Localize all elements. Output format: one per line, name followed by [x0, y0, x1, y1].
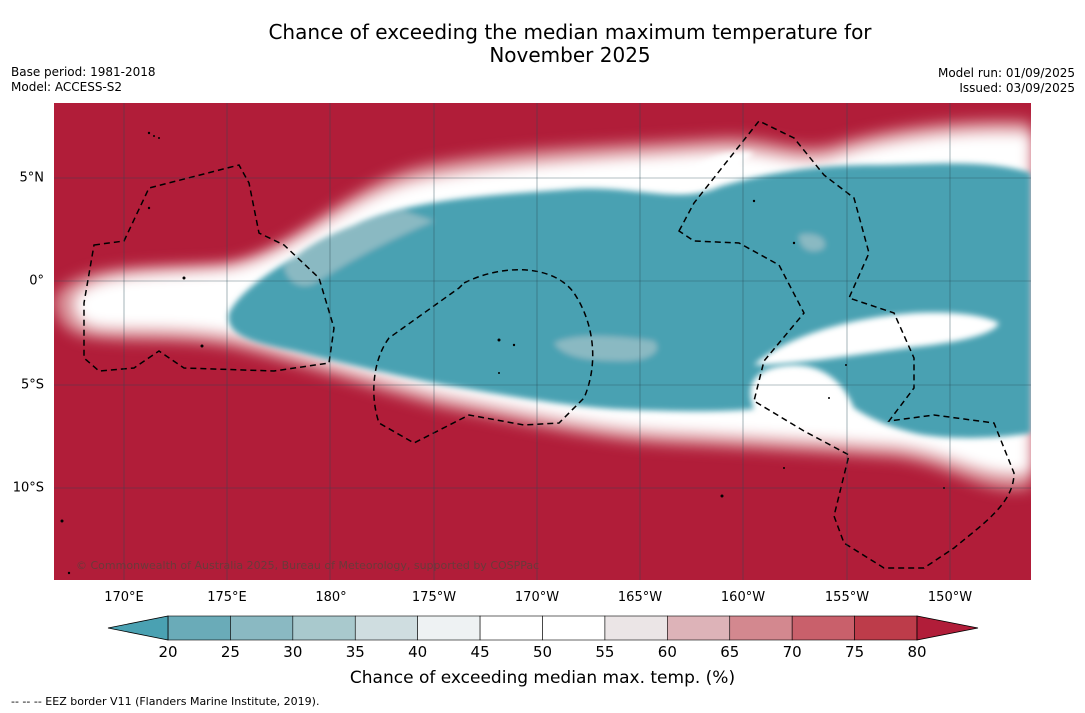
colorbar-tick-label: 35: [345, 643, 365, 661]
colorbar-cell: [542, 615, 606, 641]
title-line-1: Chance of exceeding the median maximum t…: [268, 20, 872, 44]
eez-borders: [83, 120, 1015, 569]
colorbar-tick-label: 70: [782, 643, 802, 661]
colorbar-tick-label: 45: [470, 643, 490, 661]
colorbar-tick-label: 65: [720, 643, 740, 661]
colorbar-tick-label: 50: [532, 643, 553, 661]
islands: [60, 131, 945, 575]
cool-region: [228, 163, 1031, 438]
lat-tick: 10°S: [12, 480, 44, 496]
colorbar-cell: [729, 615, 793, 641]
lon-tick: 175°W: [411, 590, 457, 605]
colorbar-cell: [354, 615, 418, 641]
colorbar-cell: [230, 615, 294, 641]
probability-map: [54, 103, 1031, 580]
lon-tick: 160°W: [720, 590, 766, 605]
base-period: Base period: 1981-2018: [11, 65, 156, 79]
colorbar-tick-label: 55: [595, 643, 615, 661]
colorbar-cell: [479, 615, 543, 641]
colorbar-cell: [604, 615, 668, 641]
lon-tick: 155°W: [824, 590, 870, 605]
graticule: [54, 103, 1031, 580]
eez-footnote: -- -- -- EEZ border V11 (Flanders Marine…: [11, 695, 320, 708]
model-run: Model run: 01/09/2025: [937, 66, 1075, 80]
lon-tick: 150°W: [927, 590, 973, 605]
colorbar-tick-label: 60: [657, 643, 677, 661]
lon-tick: 180°: [315, 590, 347, 605]
lat-tick: 5°N: [19, 170, 45, 186]
colorbar-tick-label: 30: [283, 643, 303, 661]
lon-tick: 165°W: [617, 590, 663, 605]
colorbar: [107, 615, 979, 641]
colorbar-tick-label: 75: [845, 643, 865, 661]
lat-tick: 5°S: [20, 377, 44, 393]
issued-date: Issued: 03/09/2025: [959, 81, 1075, 95]
copyright-note: © Commonwealth of Australia 2025, Bureau…: [76, 559, 540, 572]
colorbar-cell: [292, 615, 356, 641]
colorbar-cells: [167, 615, 918, 641]
colorbar-title: Chance of exceeding median max. temp. (%…: [349, 668, 736, 688]
map-svg: [54, 103, 1031, 580]
lat-tick: 0°: [29, 273, 44, 289]
colorbar-low-extension: [107, 615, 169, 641]
title-line-2: November 2025: [489, 43, 651, 67]
colorbar-tick-label: 25: [220, 643, 240, 661]
colorbar-cell: [854, 615, 918, 641]
colorbar-cell: [791, 615, 855, 641]
lon-tick: 175°E: [207, 590, 247, 605]
colorbar-cell: [167, 615, 231, 641]
colorbar-tick-label: 80: [907, 643, 927, 661]
colorbar-cell: [417, 615, 481, 641]
model-name: Model: ACCESS-S2: [11, 80, 123, 94]
warm-tongue-east: [674, 152, 999, 365]
colorbar-high-extension: [916, 615, 979, 641]
lon-tick: 170°W: [514, 590, 560, 605]
colorbar-cell: [667, 615, 731, 641]
colorbar-tick-label: 40: [408, 643, 428, 661]
map-title: Chance of exceeding the median maximum t…: [0, 21, 1085, 67]
meta-right: Model run: 01/09/2025 Issued: 03/09/2025: [938, 66, 1075, 96]
lon-tick: 170°E: [104, 590, 144, 605]
meta-left: Base period: 1981-2018 Model: ACCESS-S2: [11, 65, 156, 95]
colorbar-tick-label: 20: [158, 643, 178, 661]
